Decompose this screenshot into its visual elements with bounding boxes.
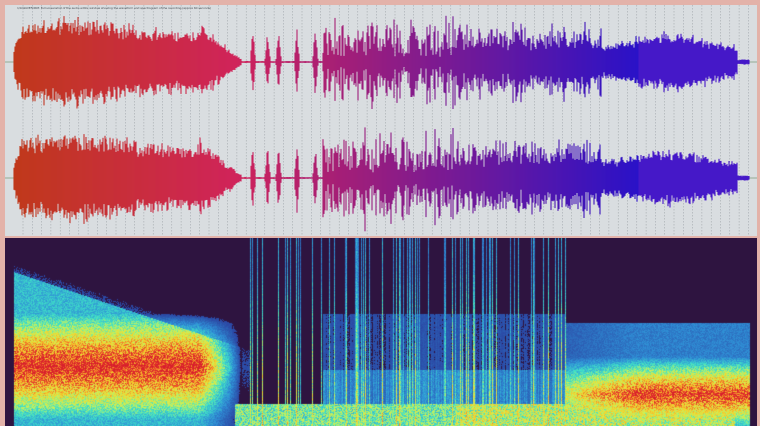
waveform-caption: 1/9-WAVEFORM: Full screenshot of the aud… bbox=[17, 6, 211, 10]
waveform-track[interactable]: 1/9-WAVEFORM: Full screenshot of the aud… bbox=[5, 5, 757, 236]
spectrogram-track[interactable] bbox=[5, 238, 757, 426]
waveform-display[interactable] bbox=[5, 5, 757, 236]
spectrogram-display[interactable] bbox=[5, 238, 757, 426]
lower-channel bbox=[5, 127, 757, 232]
upper-channel bbox=[5, 15, 757, 109]
